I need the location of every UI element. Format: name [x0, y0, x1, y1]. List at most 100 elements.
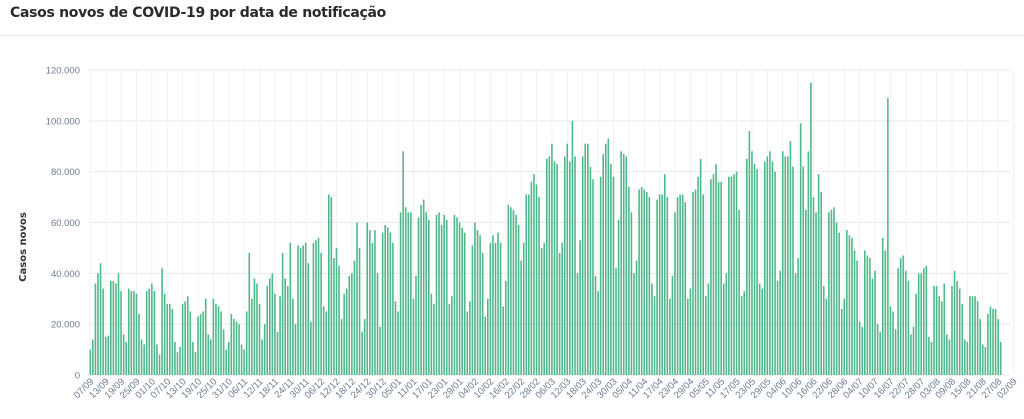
bar[interactable] [115, 283, 117, 376]
bar[interactable] [253, 278, 256, 375]
bar[interactable] [202, 311, 204, 375]
bar[interactable] [997, 319, 999, 375]
bar[interactable] [328, 194, 330, 375]
bar[interactable] [240, 344, 243, 376]
bar[interactable] [540, 247, 543, 375]
bar[interactable] [787, 156, 789, 375]
bar[interactable] [284, 278, 286, 375]
bar[interactable] [174, 341, 176, 375]
bar[interactable] [553, 161, 556, 376]
bar[interactable] [871, 278, 874, 375]
bar[interactable] [699, 158, 702, 375]
bar[interactable] [597, 291, 599, 376]
bar[interactable] [533, 174, 535, 375]
bar[interactable] [548, 156, 551, 375]
bar[interactable] [243, 349, 245, 375]
bar[interactable] [484, 316, 487, 375]
bar[interactable] [263, 324, 266, 375]
bar[interactable] [905, 270, 907, 375]
bar[interactable] [420, 204, 422, 375]
bar[interactable] [846, 230, 848, 376]
bar[interactable] [204, 298, 207, 375]
bar[interactable] [279, 296, 281, 375]
bar[interactable] [615, 268, 617, 375]
bar[interactable] [810, 82, 812, 376]
bar[interactable] [94, 283, 97, 376]
bar[interactable] [310, 321, 312, 376]
bar[interactable] [766, 156, 769, 375]
bar[interactable] [899, 258, 902, 375]
bar[interactable] [922, 268, 925, 375]
bar[interactable] [581, 156, 584, 375]
bar[interactable] [643, 189, 646, 375]
bar[interactable] [720, 181, 722, 375]
bar[interactable] [245, 311, 248, 375]
bar[interactable] [776, 280, 779, 375]
bar[interactable] [543, 242, 546, 375]
bar[interactable] [751, 151, 753, 375]
bar[interactable] [640, 186, 643, 375]
bar[interactable] [122, 334, 125, 375]
bar[interactable] [861, 326, 864, 375]
bar[interactable] [881, 237, 884, 375]
bar[interactable] [992, 308, 994, 375]
bar[interactable] [322, 306, 325, 376]
bar[interactable] [702, 194, 705, 375]
bar[interactable] [892, 311, 894, 375]
bar[interactable] [961, 303, 964, 375]
bar[interactable] [281, 253, 284, 375]
bar[interactable] [525, 194, 528, 375]
bar[interactable] [879, 331, 881, 375]
bar[interactable] [345, 288, 348, 375]
bar[interactable] [225, 349, 227, 375]
bar[interactable] [479, 235, 481, 375]
bar[interactable] [176, 352, 179, 376]
bar[interactable] [148, 288, 151, 375]
bar[interactable] [969, 296, 971, 375]
bar[interactable] [494, 242, 497, 375]
bar[interactable] [635, 260, 638, 376]
bar[interactable] [730, 176, 733, 375]
bar[interactable] [592, 179, 594, 375]
bar[interactable] [222, 329, 225, 375]
bar[interactable] [130, 291, 133, 376]
bar[interactable] [266, 286, 269, 375]
bar[interactable] [638, 189, 640, 375]
bar[interactable] [728, 176, 730, 375]
bar[interactable] [807, 151, 810, 375]
bar[interactable] [851, 237, 853, 375]
bar[interactable] [874, 270, 876, 375]
bar[interactable] [612, 176, 615, 375]
bar[interactable] [933, 286, 935, 375]
bar[interactable] [679, 194, 681, 375]
bar[interactable] [815, 212, 817, 375]
bar[interactable] [194, 352, 197, 376]
bar[interactable] [805, 209, 807, 375]
bar[interactable] [207, 334, 210, 375]
bar[interactable] [389, 232, 392, 375]
bar[interactable] [466, 311, 469, 375]
bar[interactable] [302, 245, 304, 376]
bar[interactable] [610, 164, 612, 375]
bar[interactable] [412, 298, 415, 375]
bar[interactable] [515, 214, 517, 376]
bar[interactable] [853, 250, 856, 375]
bar[interactable] [974, 296, 976, 375]
bar[interactable] [151, 283, 153, 376]
bar[interactable] [733, 174, 735, 375]
bar[interactable] [607, 138, 610, 376]
bar[interactable] [133, 291, 135, 376]
bar[interactable] [512, 209, 515, 375]
bar[interactable] [684, 202, 687, 375]
bar[interactable] [589, 166, 592, 375]
bar[interactable] [417, 217, 420, 375]
bar[interactable] [561, 242, 563, 375]
bar[interactable] [248, 253, 251, 375]
bar[interactable] [161, 268, 163, 375]
bar[interactable] [938, 296, 940, 375]
bar[interactable] [966, 341, 969, 375]
bar[interactable] [666, 197, 669, 375]
bar[interactable] [335, 247, 338, 375]
bar[interactable] [987, 314, 989, 375]
bar[interactable] [189, 311, 192, 375]
